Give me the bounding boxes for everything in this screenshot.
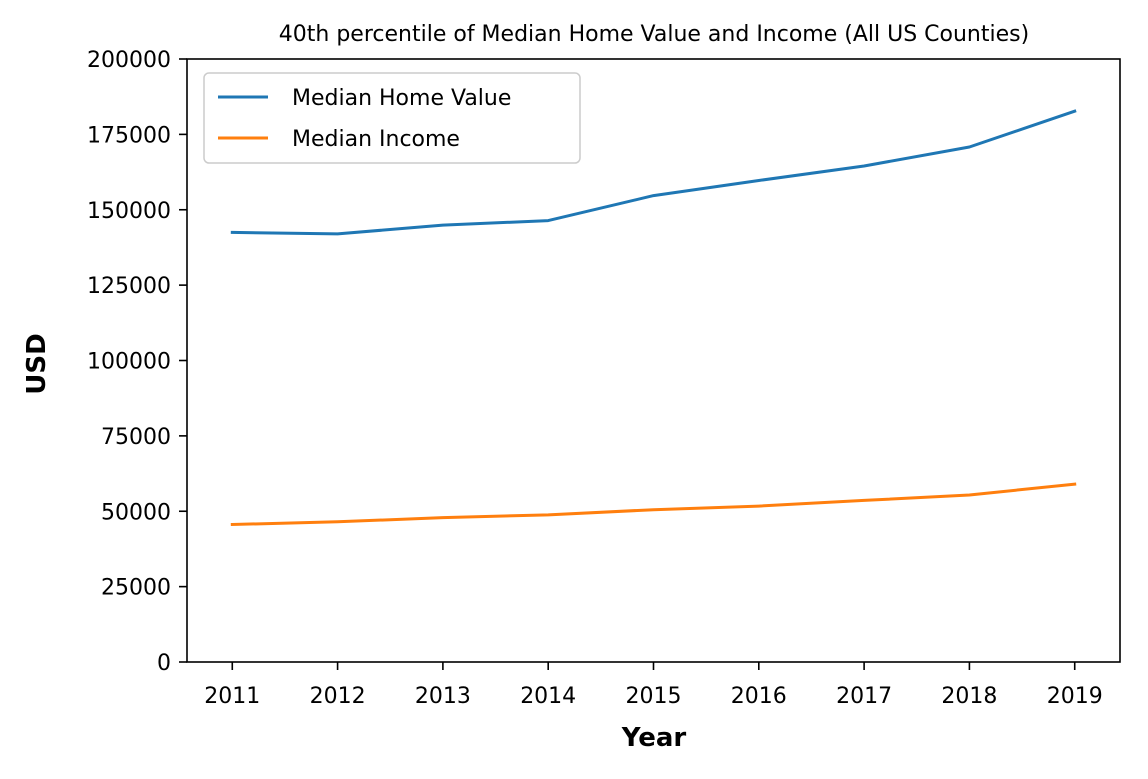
- y-tick-label: 200000: [87, 48, 171, 73]
- y-tick-label: 125000: [87, 274, 171, 299]
- y-tick-label: 150000: [87, 199, 171, 224]
- y-tick-label: 25000: [101, 576, 171, 601]
- x-tick-label: 2018: [941, 684, 997, 709]
- x-tick-label: 2015: [626, 684, 682, 709]
- y-tick-label: 75000: [101, 425, 171, 450]
- x-tick-label: 2012: [310, 684, 366, 709]
- x-tick-label: 2017: [836, 684, 892, 709]
- x-tick-label: 2013: [415, 684, 471, 709]
- x-tick-label: 2019: [1047, 684, 1103, 709]
- x-axis-title: Year: [621, 723, 687, 753]
- y-tick-label: 50000: [101, 500, 171, 525]
- y-tick-label: 100000: [87, 350, 171, 375]
- y-tick-label: 0: [157, 651, 171, 676]
- legend: Median Home Value Median Income: [204, 73, 580, 163]
- x-tick-label: 2011: [204, 684, 260, 709]
- x-tick-label: 2014: [520, 684, 576, 709]
- legend-label-median-income: Median Income: [292, 127, 460, 152]
- chart-title: 40th percentile of Median Home Value and…: [279, 22, 1029, 47]
- legend-label-median-home-value: Median Home Value: [292, 86, 511, 111]
- y-tick-label: 175000: [87, 123, 171, 148]
- x-tick-label: 2016: [731, 684, 787, 709]
- y-axis-title: USD: [22, 333, 52, 394]
